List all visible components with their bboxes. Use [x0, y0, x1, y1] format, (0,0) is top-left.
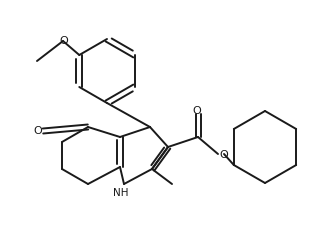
Text: O: O [60, 36, 68, 46]
Text: NH: NH [113, 187, 129, 197]
Text: O: O [193, 106, 201, 116]
Text: O: O [220, 149, 228, 159]
Text: O: O [34, 126, 42, 135]
